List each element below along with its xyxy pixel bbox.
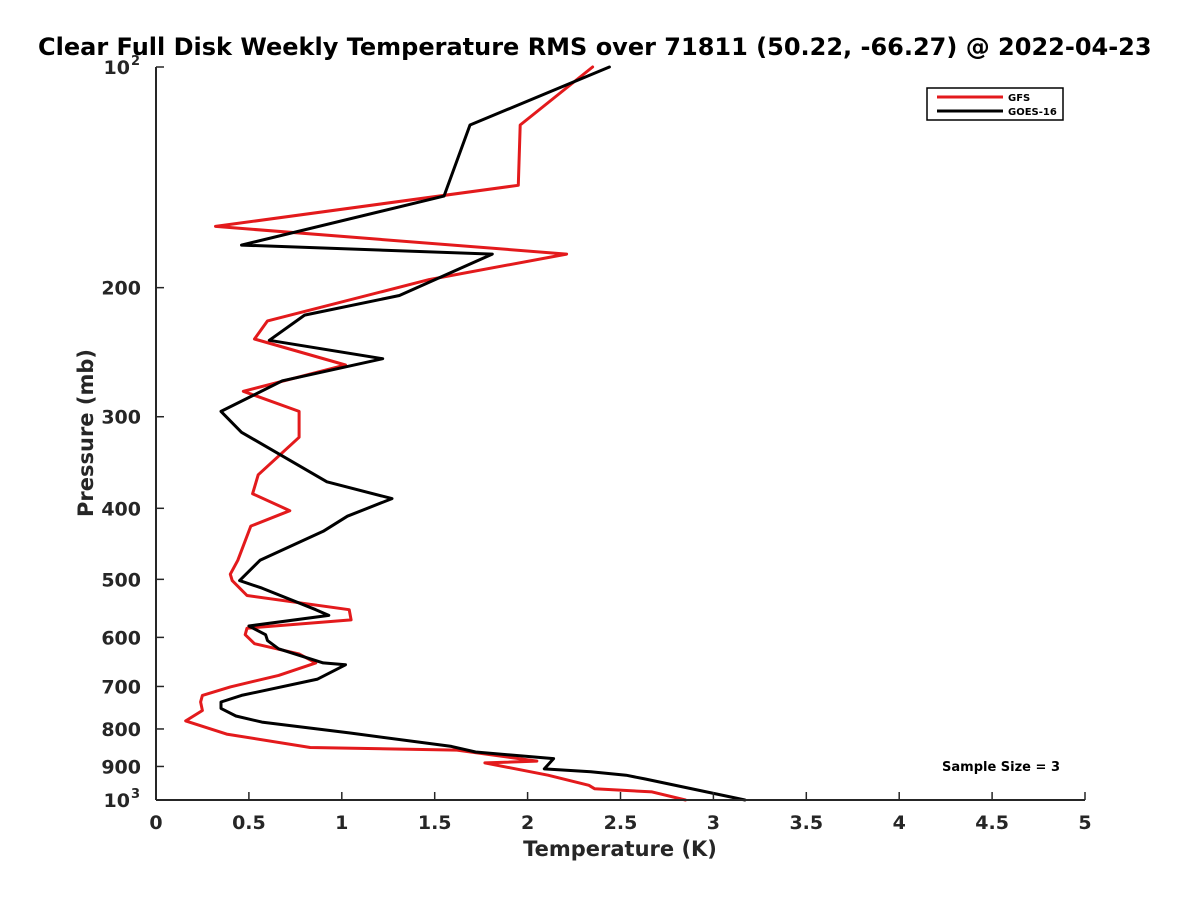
legend-box xyxy=(926,87,1064,121)
y-tick-label: 500 xyxy=(101,569,141,591)
sample-size-annotation: Sample Size = 3 xyxy=(942,760,1060,775)
series-layer xyxy=(184,65,747,802)
legend-label-gfs: GFS xyxy=(1008,93,1030,104)
y-tick-label: 300 xyxy=(101,407,141,429)
x-tick-label: 0 xyxy=(149,812,162,834)
y-tick-label: 10 xyxy=(104,57,130,79)
plot-area xyxy=(156,67,1085,800)
x-ticks: 0 0.5 1 1.5 2 2.5 3 3.5 4 4.5 5 xyxy=(149,792,1092,834)
x-tick-label: 1 xyxy=(335,812,348,834)
y-tick-exponent: 2 xyxy=(131,54,140,69)
legend: GFS GOES-16 xyxy=(926,87,1064,121)
x-tick-label: 3 xyxy=(707,812,720,834)
y-axis-label: Pressure (mb) xyxy=(74,349,98,517)
y-tick-label: 200 xyxy=(101,278,141,300)
x-tick-label: 2 xyxy=(521,812,534,834)
x-axis-label: Temperature (K) xyxy=(523,837,717,861)
y-tick-label: 900 xyxy=(101,756,141,778)
y-tick-label: 800 xyxy=(101,719,141,741)
x-tick-label: 4.5 xyxy=(975,812,1009,834)
y-tick-exponent: 3 xyxy=(131,787,140,802)
y-tick-label: 10 xyxy=(104,790,130,812)
x-tick-label: 5 xyxy=(1078,812,1091,834)
legend-label-goes16: GOES-16 xyxy=(1008,107,1057,118)
y-tick-label: 700 xyxy=(101,676,141,698)
x-tick-label: 2.5 xyxy=(604,812,638,834)
series-line-goes-16 xyxy=(219,65,747,802)
y-tick-label: 600 xyxy=(101,627,141,649)
series-line-gfs xyxy=(184,65,687,802)
x-tick-label: 4 xyxy=(893,812,906,834)
x-tick-label: 0.5 xyxy=(232,812,266,834)
chart-title: Clear Full Disk Weekly Temperature RMS o… xyxy=(38,33,1152,61)
x-tick-label: 3.5 xyxy=(789,812,823,834)
x-tick-label: 1.5 xyxy=(418,812,452,834)
y-tick-label: 400 xyxy=(101,498,141,520)
